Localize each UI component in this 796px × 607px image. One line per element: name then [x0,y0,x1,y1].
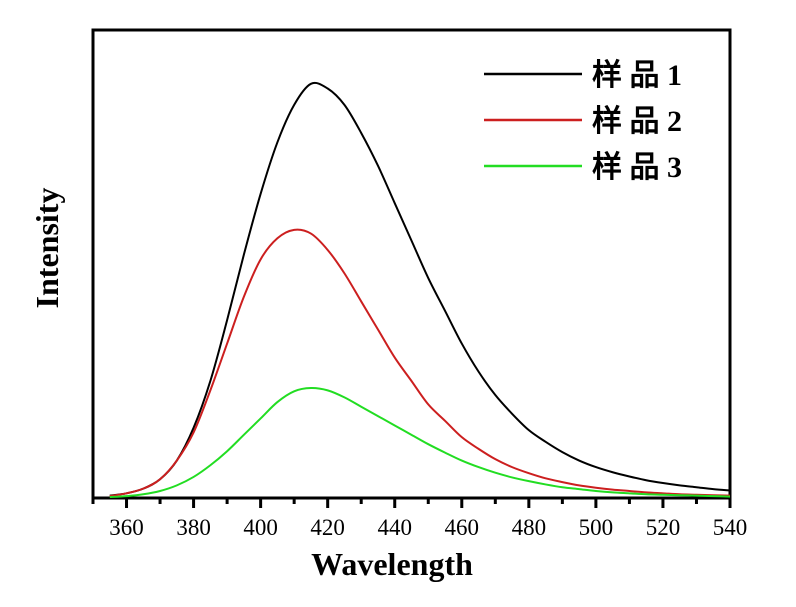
x-tick-label: 380 [176,515,211,540]
x-tick-label: 480 [512,515,547,540]
x-tick-label: 540 [713,515,748,540]
x-tick-label: 440 [377,515,412,540]
x-tick-label: 400 [243,515,278,540]
legend-label-3: 样 品 3 [592,151,682,184]
series-line-1 [109,81,731,497]
legend-label-2: 样 品 2 [592,105,682,138]
x-tick-label: 360 [109,515,144,540]
series-line-3 [109,387,731,499]
x-axis-ticks: 360 380 400 420 440 460 480 500 520 540 [91,498,748,540]
x-tick-label: 420 [310,515,345,540]
x-tick-label: 460 [445,515,480,540]
legend-label-1: 样 品 1 [592,59,682,92]
x-tick-label: 500 [579,515,614,540]
curves [109,81,731,499]
y-axis-title: Intensity [29,188,65,309]
legend: 样 品 1 样 品 2 样 品 3 [484,59,682,184]
series-line-2 [109,228,731,498]
x-tick-label: 520 [646,515,681,540]
x-axis-title: Wavelength [311,546,473,582]
plot-frame [91,28,732,500]
